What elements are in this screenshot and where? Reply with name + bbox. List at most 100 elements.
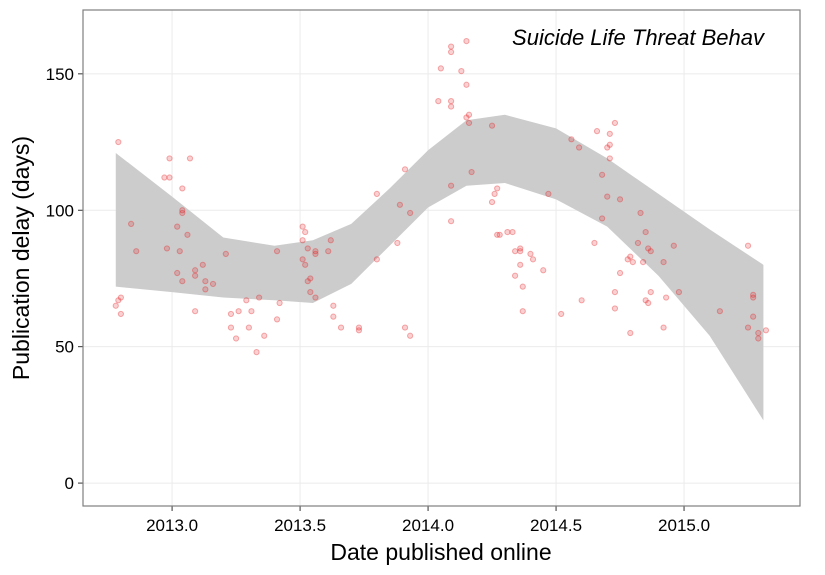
point — [401, 324, 409, 331]
point — [750, 291, 757, 298]
point — [611, 305, 619, 312]
point — [373, 190, 380, 197]
y-tick-label: 50 — [55, 338, 74, 357]
point — [529, 256, 537, 263]
point — [337, 324, 345, 331]
x-tick-label: 2014.5 — [530, 516, 582, 535]
point — [133, 248, 140, 255]
point — [660, 324, 667, 331]
point — [373, 256, 380, 263]
point — [447, 43, 455, 50]
point — [491, 190, 498, 197]
point — [447, 48, 455, 56]
point — [176, 248, 183, 255]
x-tick-label: 2014.0 — [402, 516, 454, 535]
chart-title: Suicide Life Threat Behav — [512, 25, 766, 50]
point — [750, 313, 757, 320]
point — [330, 302, 337, 309]
point — [660, 258, 667, 266]
point — [235, 308, 242, 315]
point — [407, 332, 414, 339]
point — [115, 297, 122, 304]
point — [637, 209, 644, 217]
point — [261, 332, 268, 339]
point — [616, 269, 624, 277]
point — [312, 250, 319, 258]
point — [186, 155, 194, 162]
point — [227, 324, 235, 331]
point — [591, 239, 598, 247]
point — [312, 248, 319, 255]
point — [128, 220, 135, 227]
point — [174, 223, 181, 230]
point — [750, 294, 757, 301]
point — [248, 308, 255, 315]
point — [496, 231, 503, 238]
y-axis-title: Publication delay (days) — [8, 136, 34, 380]
point — [624, 256, 631, 263]
point — [568, 136, 575, 143]
point — [639, 258, 647, 266]
point — [174, 269, 181, 277]
x-tick-label: 2013.5 — [274, 516, 326, 535]
point — [627, 329, 634, 337]
point — [647, 248, 654, 255]
point — [304, 278, 311, 285]
point — [407, 209, 414, 217]
point — [645, 299, 652, 307]
confidence-band — [115, 114, 764, 421]
point — [762, 327, 770, 334]
point — [634, 239, 642, 247]
point — [517, 245, 524, 252]
panel-border — [82, 9, 801, 507]
point — [312, 294, 319, 301]
point — [447, 182, 455, 189]
point — [161, 174, 168, 181]
point — [447, 218, 455, 225]
point — [604, 193, 611, 200]
point — [199, 261, 206, 268]
point — [647, 289, 654, 296]
point — [179, 278, 186, 285]
point — [675, 289, 683, 296]
point — [599, 215, 606, 222]
point — [575, 144, 583, 151]
point — [599, 171, 606, 178]
point — [744, 242, 752, 249]
point — [670, 242, 677, 249]
point — [458, 68, 465, 75]
point — [179, 185, 186, 192]
point — [325, 248, 332, 255]
point — [304, 245, 311, 252]
point — [307, 275, 314, 282]
point — [642, 228, 649, 236]
point — [222, 250, 229, 258]
point — [355, 324, 363, 331]
point — [179, 207, 186, 214]
point — [463, 38, 470, 45]
point — [202, 278, 209, 285]
point — [302, 228, 309, 236]
point — [115, 138, 122, 146]
y-tick-label: 0 — [65, 474, 74, 493]
point — [245, 324, 252, 331]
point — [299, 237, 306, 244]
point — [716, 308, 723, 315]
point — [558, 310, 565, 318]
point — [509, 228, 516, 236]
point — [401, 166, 409, 173]
point — [606, 155, 613, 162]
point — [273, 316, 281, 323]
point — [611, 289, 619, 296]
point — [629, 258, 636, 266]
point — [273, 248, 281, 255]
point — [276, 299, 283, 307]
point — [307, 289, 314, 296]
point — [184, 231, 191, 238]
point — [519, 283, 526, 290]
point — [465, 111, 473, 118]
point — [463, 114, 470, 121]
point — [642, 297, 649, 304]
point — [179, 209, 186, 217]
